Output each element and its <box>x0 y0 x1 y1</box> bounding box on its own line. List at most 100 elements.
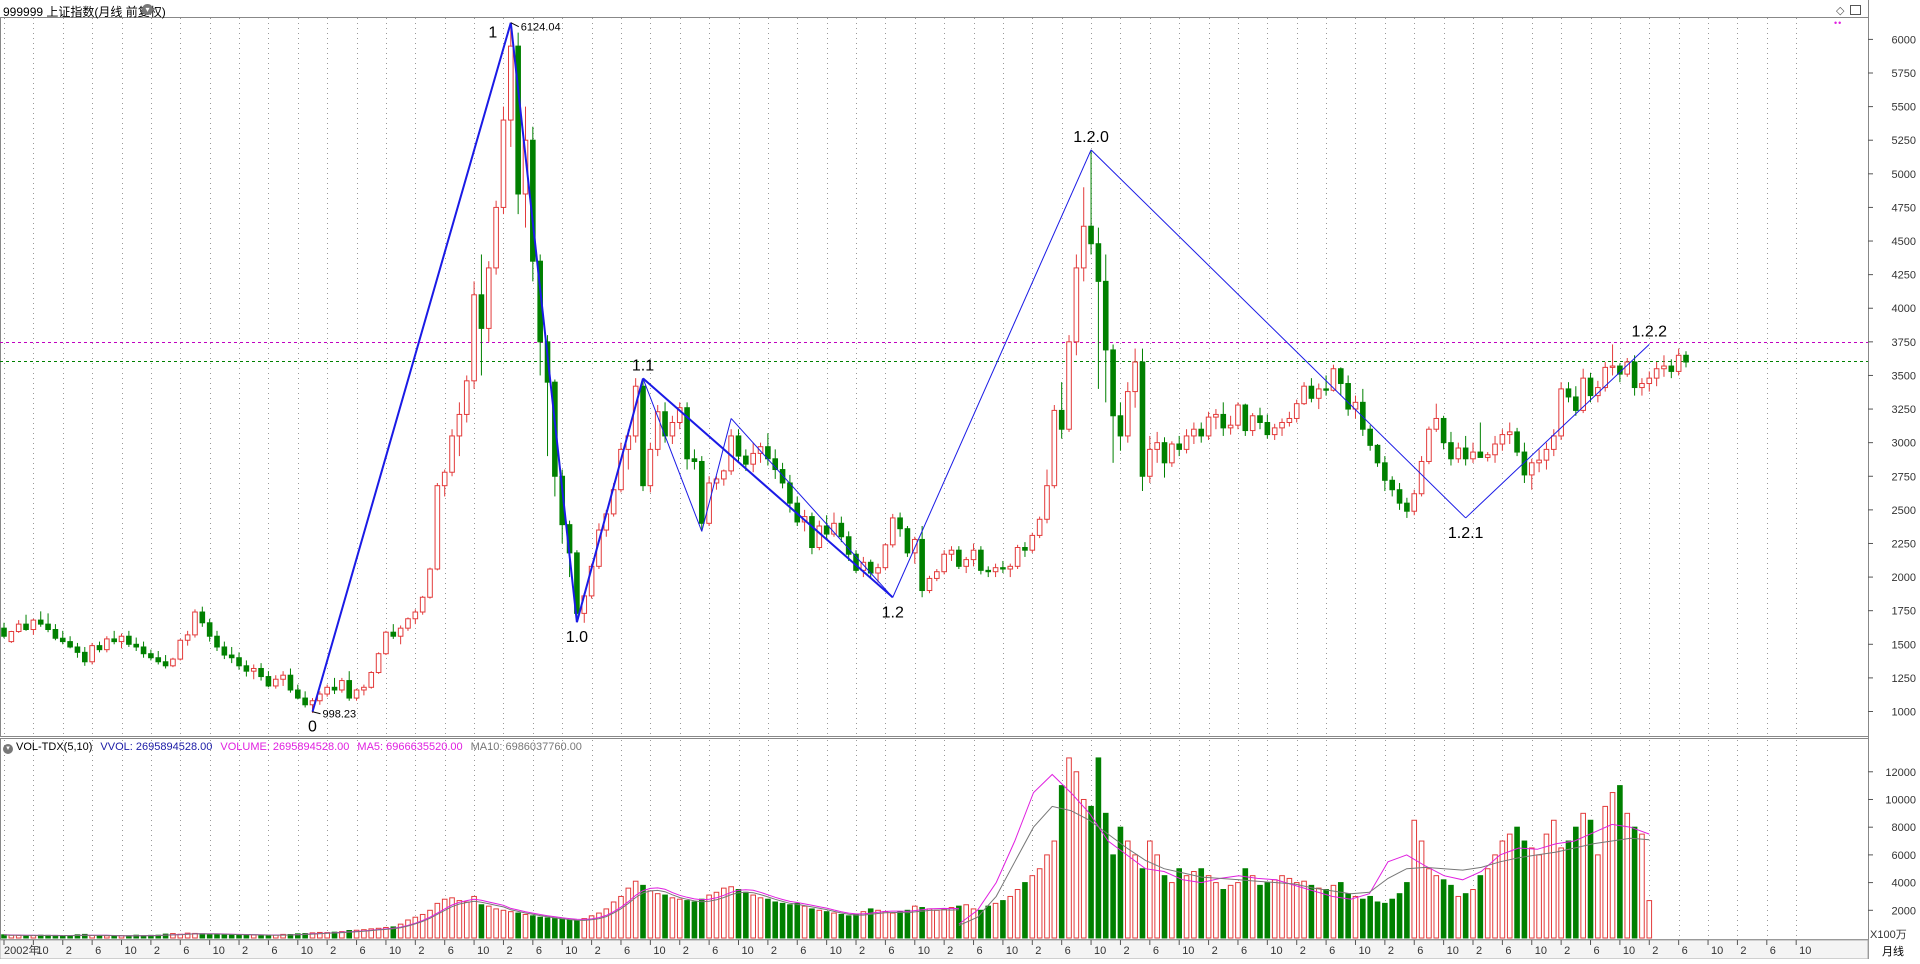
wave-label: 0 <box>308 719 317 736</box>
candle <box>1426 426 1432 465</box>
candle-body <box>250 667 257 672</box>
volume-bar <box>1066 757 1072 939</box>
candle <box>1492 435 1498 463</box>
time-tick-label: 6 <box>1417 945 1423 957</box>
volume-bar <box>383 926 389 939</box>
volume-bar <box>956 905 962 939</box>
candle <box>302 691 308 708</box>
candle-body <box>882 544 889 569</box>
time-tick-label: 6 <box>1505 945 1511 957</box>
volume-bar <box>1257 884 1263 939</box>
candle <box>691 449 698 470</box>
volume-ma-lines <box>3 773 1650 937</box>
volume-bar <box>375 927 382 939</box>
diamond-icon[interactable]: ◇ <box>1836 5 1845 17</box>
volume-bar <box>948 907 955 939</box>
volume-tick-label: 6000 <box>1892 850 1916 862</box>
candle-body <box>522 139 529 195</box>
candle <box>1044 469 1050 524</box>
candle <box>427 567 433 599</box>
volume-bar <box>368 928 375 939</box>
candle-body <box>713 478 720 484</box>
candle <box>287 668 294 693</box>
candle-body <box>1205 416 1212 437</box>
low-price-annotation: 998.23 <box>322 709 356 721</box>
candle <box>221 641 228 660</box>
candle <box>1543 442 1550 470</box>
volume-bar <box>889 912 896 939</box>
candle-body <box>405 618 411 629</box>
candle <box>1242 403 1249 436</box>
volume-bar <box>1242 868 1249 939</box>
volume-bar <box>1058 785 1065 939</box>
candle-body <box>1242 404 1249 432</box>
candle-body <box>1514 431 1520 453</box>
candle <box>15 620 22 633</box>
volume-bar <box>1418 840 1425 939</box>
volume-bar <box>1205 875 1212 939</box>
candle <box>74 642 81 658</box>
candle-body <box>1668 365 1675 372</box>
candle-body <box>1044 485 1050 520</box>
candle-body <box>911 538 918 554</box>
candle <box>750 442 756 473</box>
chevron-down-circle-icon[interactable]: ▾ <box>142 4 153 15</box>
volume-bar <box>522 913 529 939</box>
price-tick-label: 3500 <box>1892 370 1916 382</box>
candle-body <box>676 407 683 423</box>
candle-body <box>59 637 66 643</box>
wave-segment <box>575 378 644 623</box>
candle <box>1176 435 1183 457</box>
time-tick-label: 6 <box>1329 945 1335 957</box>
candle-body <box>1565 388 1572 398</box>
candle-body <box>956 549 962 567</box>
price-panel-frame <box>0 17 1869 737</box>
candle <box>1528 458 1535 490</box>
volume-bar <box>258 934 264 939</box>
volume-bar <box>331 931 338 939</box>
candle-body <box>280 674 286 680</box>
volume-bar <box>1389 898 1396 939</box>
candle-body <box>1440 417 1447 444</box>
candle-body <box>1580 377 1586 411</box>
volume-bar <box>926 908 933 939</box>
time-tick-label: 2 <box>242 945 248 957</box>
time-tick-label: 10 <box>1447 945 1459 957</box>
volume-bar <box>74 934 81 939</box>
candle-body <box>81 651 88 663</box>
time-tick-label: 2 <box>595 945 601 957</box>
period-label[interactable]: 月线 <box>1882 946 1904 958</box>
candle <box>1675 348 1682 376</box>
candle <box>1073 254 1080 356</box>
time-tick-label: 2 <box>947 945 953 957</box>
high-price-annotation: 6124.04 <box>521 22 561 34</box>
ma5-value: MA5: 6966635520.00 <box>357 741 463 753</box>
volume-bar <box>757 897 764 939</box>
candle <box>1036 516 1043 539</box>
window-icon[interactable] <box>1850 5 1861 15</box>
candle-body <box>15 623 22 633</box>
candle <box>1147 435 1153 483</box>
candle-body <box>1323 388 1329 391</box>
volume-bar <box>1213 882 1219 939</box>
candle <box>177 638 184 661</box>
candle-body <box>1683 354 1689 363</box>
candle <box>919 526 925 598</box>
candle <box>1058 382 1065 439</box>
candle <box>1352 395 1359 419</box>
candle <box>1249 413 1256 436</box>
chevron-down-circle-icon[interactable]: ▾ <box>3 744 13 754</box>
candle <box>1066 335 1072 432</box>
candle <box>228 646 235 664</box>
candle <box>1455 442 1462 463</box>
volume-bar <box>324 932 330 939</box>
candle-body <box>478 294 485 329</box>
time-tick-label: 10 <box>742 945 754 957</box>
candle-body <box>508 45 514 121</box>
candle <box>1389 476 1396 497</box>
candle-body <box>1587 377 1594 397</box>
candle <box>1279 418 1285 436</box>
candle-body <box>1051 409 1058 487</box>
candle-body <box>258 667 264 678</box>
